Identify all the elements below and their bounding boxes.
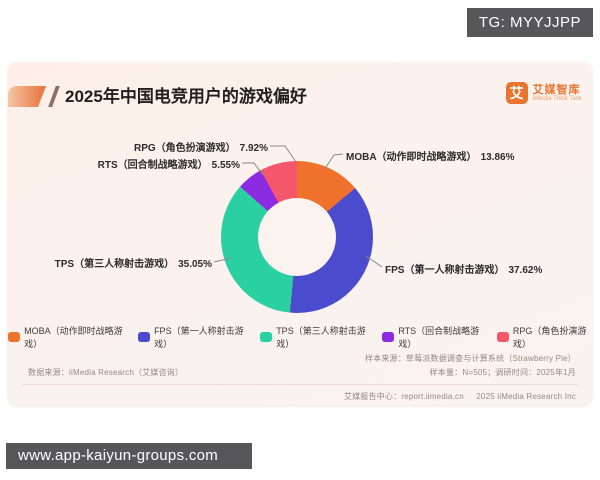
callout-rts: RTS（回合制战略游戏） 5.55% [97,160,240,171]
report-card: 2025年中国电竞用户的游戏偏好 艾 艾媒智库 iiMedia Think Ta… [8,62,592,405]
chart-legend: MOBA（动作即时战略游戏） FPS（第一人称射击游戏） TPS（第三人称射击游… [8,324,592,350]
legend-item-fps: FPS（第一人称射击游戏） [137,324,247,350]
callout-moba: MOBA（动作即时战略游戏） 13.86% [346,152,515,163]
iimedia-logo-icon: 艾 [505,82,528,104]
donut-hole [258,198,336,276]
copyright-text: 2025 iiMedia Research Inc [476,392,576,401]
legend-item-tps: TPS（第三人称射击游戏） [260,324,369,350]
legend-item-rpg: RPG（角色扮演游戏） [496,324,592,350]
data-source-text: 数据来源：iiMedia Research（艾媒咨询） [28,368,184,377]
iimedia-logo: 艾 艾媒智库 iiMedia Think Tank [505,82,582,104]
sample-info-text: 样本量：N=505；调研时间：2025年1月 [429,368,576,377]
report-footer: 艾媒报告中心：report.iimedia.cn 2025 iiMedia Re… [334,391,576,402]
callout-tps: TPS（第三人称射击游戏） 35.05% [54,259,212,270]
sample-source-text: 样本来源：草莓派数据调查与计算系统（Strawberry Pie） [364,354,576,363]
title-decoration [8,86,46,107]
report-center-text: 艾媒报告中心：report.iimedia.cn [343,392,464,401]
legend-item-rts: RTS（回合制战略游戏） [382,324,484,350]
page-title: 2025年中国电竞用户的游戏偏好 [65,87,307,106]
tg-contact-badge: TG: MYYJJPP [466,8,593,37]
logo-name: 艾媒智库 [532,83,581,96]
watermark-url: www.app-kaiyun-groups.com [6,443,252,469]
logo-tagline: iiMedia Think Tank [532,95,582,102]
legend-swatch-moba [8,332,21,342]
callout-fps: FPS（第一人称射击游戏） 37.62% [385,265,543,276]
legend-swatch-rpg [496,332,509,342]
title-slash-decoration [48,86,60,107]
footer-divider [22,384,578,385]
legend-item-moba: MOBA（动作即时战略游戏） [8,324,125,350]
legend-swatch-fps [137,332,151,342]
callout-rpg: RPG（角色扮演游戏） 7.92% [133,143,268,154]
legend-swatch-tps [260,332,273,342]
legend-swatch-rts [382,332,395,342]
